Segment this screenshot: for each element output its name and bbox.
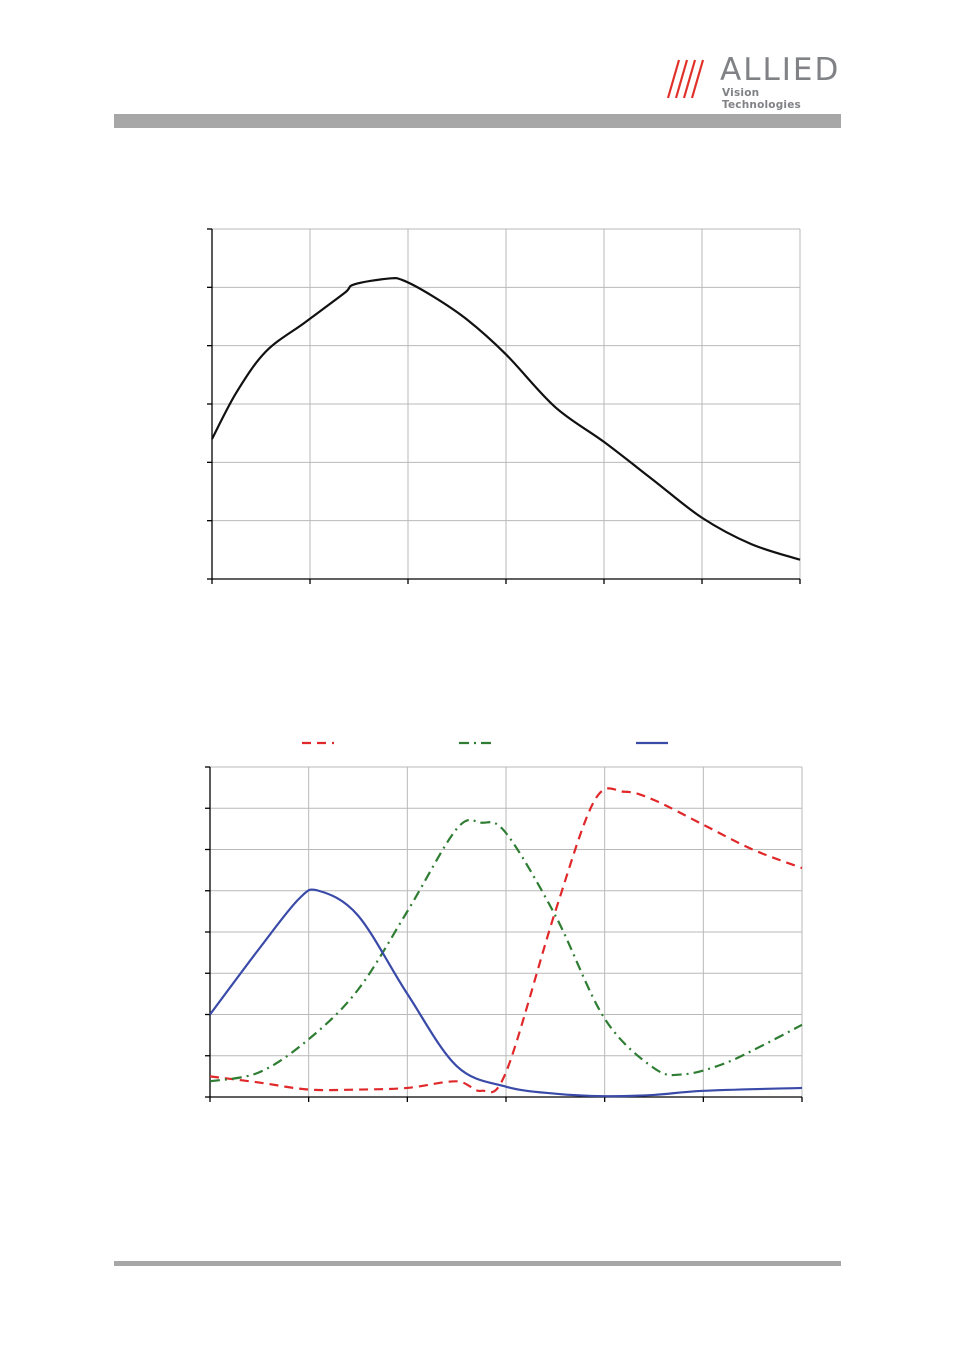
brand-subtitle: Vision Technologies bbox=[722, 87, 801, 111]
brand-slashes-icon bbox=[666, 59, 705, 99]
chart-2-series-line-2 bbox=[209, 818, 803, 1083]
chart-1-series-line-1 bbox=[211, 276, 801, 561]
brand-word: ALLIED bbox=[720, 52, 841, 88]
header-rule bbox=[114, 114, 841, 128]
chart-2-series-line-1 bbox=[209, 787, 803, 1094]
chart-2-series-line-3 bbox=[209, 888, 803, 1098]
footer-rule bbox=[114, 1261, 841, 1266]
brand-logo: ALLIED Vision Technologies bbox=[660, 52, 842, 111]
